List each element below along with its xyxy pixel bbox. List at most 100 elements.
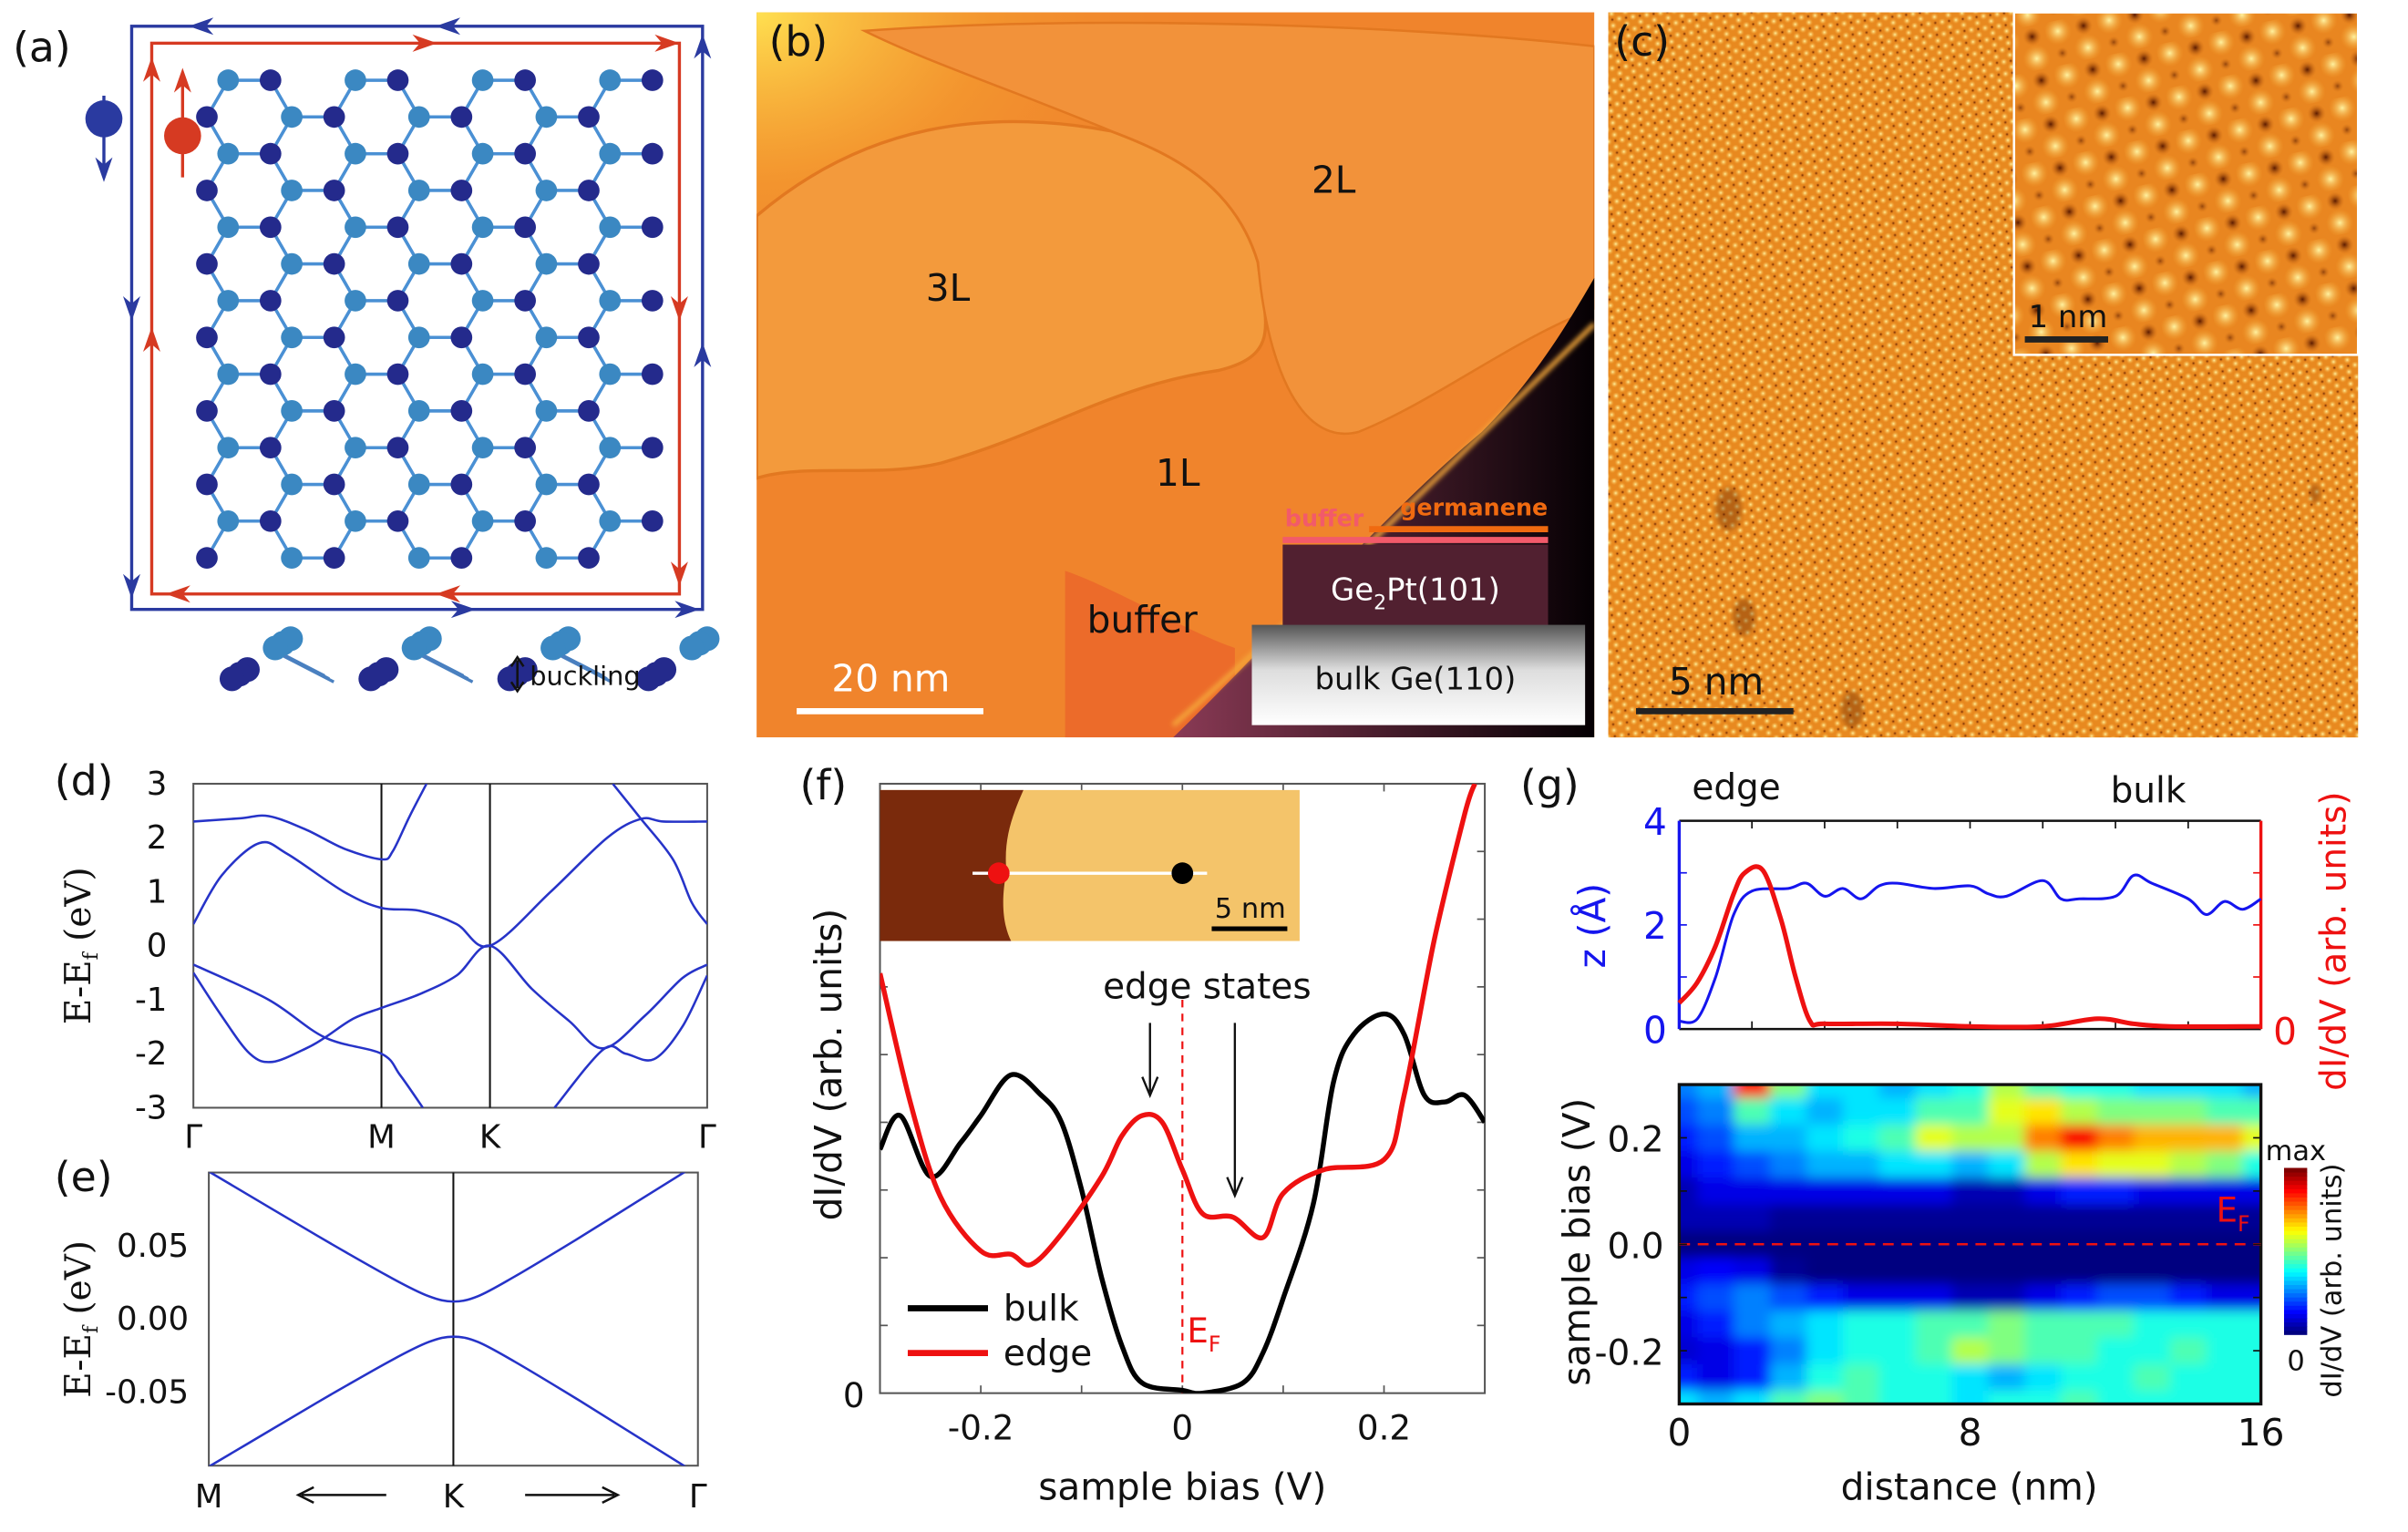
heatmap-cell bbox=[2024, 1390, 2063, 1404]
heatmap-cell bbox=[1697, 1257, 1735, 1286]
heatmap-cell bbox=[2242, 1085, 2261, 1100]
lattice-atom bbox=[578, 473, 600, 496]
edge-current-arrow-icon bbox=[435, 17, 461, 36]
panel-c-atomic-image: 1 nm 5 nm (c) bbox=[1608, 11, 2360, 738]
edge-current-arrow-icon bbox=[95, 157, 113, 182]
surface-defect bbox=[2309, 484, 2321, 503]
heatmap-cell bbox=[1679, 1257, 1700, 1286]
lattice-atom bbox=[450, 252, 473, 275]
band-lines bbox=[209, 1172, 686, 1466]
heatmap-cell bbox=[2242, 1177, 2261, 1207]
bulk-ge-label: bulk Ge(110) bbox=[1315, 662, 1517, 697]
heatmap-cell bbox=[2133, 1177, 2172, 1207]
lattice-atom bbox=[217, 363, 240, 386]
heatmap-cell bbox=[1951, 1284, 1991, 1312]
heatmap-cell bbox=[2133, 1085, 2172, 1100]
heatmap-cell bbox=[2133, 1363, 2172, 1393]
y-tick-label: -3 bbox=[135, 1089, 167, 1126]
lattice-atom bbox=[323, 326, 345, 349]
annotation-arrow-icon bbox=[1226, 1023, 1244, 1199]
heatmap-cell bbox=[1878, 1337, 1918, 1366]
heatmap-cell bbox=[2242, 1204, 2261, 1233]
heatmap-cell bbox=[1878, 1124, 1918, 1153]
panel-label-f: (f) bbox=[799, 761, 847, 809]
lattice-atom bbox=[217, 69, 240, 91]
heatmap-cell bbox=[1806, 1257, 1845, 1286]
lattice-atom bbox=[386, 290, 409, 312]
colorbar-segment bbox=[2283, 1305, 2308, 1311]
series-line-edge bbox=[880, 783, 1477, 1268]
colorbar-segment bbox=[2283, 1205, 2308, 1210]
heatmap-cell bbox=[1770, 1311, 1808, 1340]
heatmap-cell bbox=[1734, 1177, 1772, 1207]
buckling-atom-low bbox=[358, 666, 384, 692]
heatmap-cell bbox=[2206, 1085, 2245, 1100]
heatmap-cell bbox=[2206, 1284, 2245, 1312]
colorbar-label-part: dI/dV (arb. units) bbox=[2317, 1164, 2349, 1398]
lattice-atom bbox=[599, 69, 622, 91]
scale-bar-label: 5 nm bbox=[1669, 660, 1764, 704]
heatmap-cell bbox=[1806, 1177, 1845, 1207]
heatmap-cell bbox=[2061, 1390, 2099, 1404]
lattice-atom bbox=[471, 509, 494, 532]
heatmap-cell bbox=[1697, 1337, 1735, 1366]
y-axis-label-part: dI/dV (arb. units) bbox=[807, 909, 850, 1221]
heatmap-cell bbox=[2242, 1151, 2261, 1179]
heatmap-cell bbox=[2169, 1097, 2208, 1126]
heatmap-cell bbox=[1734, 1085, 1772, 1100]
panel-label-b: (b) bbox=[769, 17, 828, 66]
heatmap-cell bbox=[1878, 1257, 1918, 1286]
heatmap-cell bbox=[2024, 1363, 2063, 1393]
bulk-ge-layer bbox=[1251, 624, 1586, 725]
panel-d-band-structure: (d) Γ M K Γ 3 2 1 0 -1 -2 -3 E-Ef (eV) bbox=[55, 756, 716, 1157]
lattice-atom bbox=[196, 400, 218, 422]
heatmap-cell bbox=[1915, 1311, 1954, 1340]
heatmap-cell bbox=[1878, 1085, 1918, 1100]
lattice-atom bbox=[259, 216, 282, 239]
y-tick-label-left: 2 bbox=[1643, 904, 1667, 948]
heatmap-cell bbox=[1951, 1257, 1991, 1286]
heatmap-cell bbox=[2061, 1204, 2099, 1233]
y-tick-label: -2 bbox=[135, 1035, 167, 1073]
buckling-label: buckling bbox=[530, 661, 640, 692]
heatmap-cell bbox=[2024, 1085, 2063, 1100]
lattice-atom bbox=[578, 547, 600, 569]
heatmap-cell bbox=[2133, 1151, 2172, 1179]
band-line bbox=[193, 963, 424, 1108]
inset-terrace-dark bbox=[880, 789, 1024, 941]
edge-current-arrow-icon bbox=[694, 342, 712, 367]
lattice-atom bbox=[281, 106, 303, 129]
colorbar-segment bbox=[2283, 1268, 2308, 1273]
lattice-atom bbox=[281, 252, 303, 275]
heatmap-cell bbox=[1842, 1257, 1881, 1286]
buckling-atom-high bbox=[401, 635, 427, 661]
heatmap-cell bbox=[1951, 1151, 1991, 1179]
heatmap-cell bbox=[2206, 1390, 2245, 1404]
lattice-atom bbox=[196, 547, 218, 569]
colorbar-segment bbox=[2283, 1280, 2308, 1285]
x-tick-label: 0.2 bbox=[1357, 1407, 1411, 1447]
lattice-atom bbox=[535, 547, 558, 569]
y-tick-label: 0 bbox=[147, 928, 168, 965]
lattice-atom bbox=[514, 69, 536, 91]
lattice-atom bbox=[259, 69, 282, 91]
lattice-atom bbox=[599, 363, 622, 386]
heatmap-cell bbox=[1679, 1204, 1700, 1233]
y-axis-label-right: dI/dV (arb. units) bbox=[2314, 791, 2355, 1090]
x-tick-label: Γ bbox=[689, 1478, 707, 1516]
heatmap-cell bbox=[1806, 1097, 1845, 1126]
x-tick-label: M bbox=[195, 1478, 223, 1516]
fermi-level-label-main: E bbox=[1187, 1311, 1209, 1351]
heatmap-cell bbox=[1951, 1204, 1991, 1233]
y-axis-label-part: (eV) bbox=[58, 867, 99, 952]
zoom-inset-image bbox=[2012, 11, 2360, 356]
lattice-atom bbox=[281, 473, 303, 496]
lattice-atom bbox=[259, 509, 282, 532]
lattice-atom bbox=[259, 437, 282, 459]
heatmap-cell bbox=[2133, 1311, 2172, 1340]
heatmap-cell bbox=[2097, 1311, 2135, 1340]
heatmap-cell bbox=[1915, 1177, 1954, 1207]
lattice-atom bbox=[217, 437, 240, 459]
heatmap-cell bbox=[2169, 1311, 2208, 1340]
heatmap-cell bbox=[1806, 1124, 1845, 1153]
